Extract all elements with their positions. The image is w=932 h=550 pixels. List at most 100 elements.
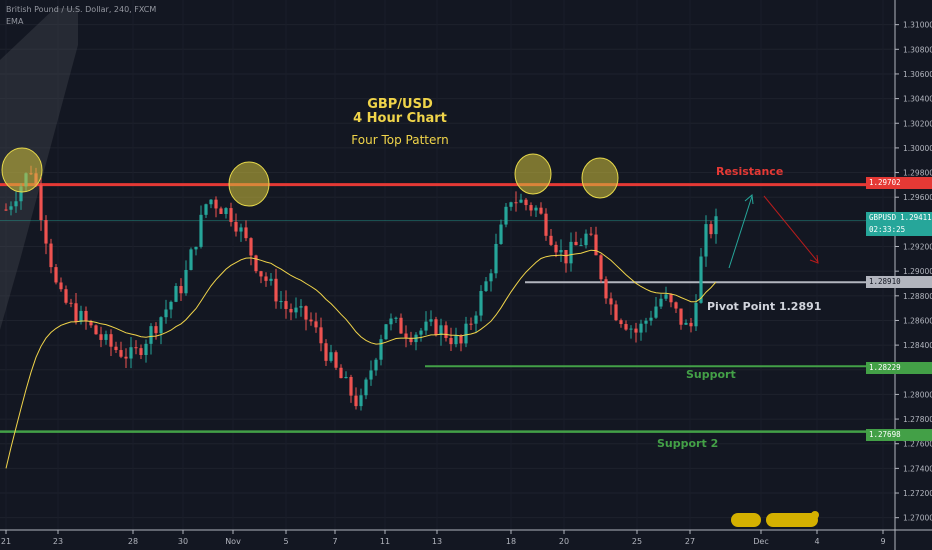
candle-body — [384, 324, 388, 340]
candle-body — [624, 324, 628, 330]
candle-body — [599, 255, 603, 280]
x-tick-label: 27 — [685, 537, 695, 546]
candle-body — [154, 326, 158, 334]
candle-body — [689, 322, 693, 327]
candle-body — [564, 249, 568, 264]
x-tick-label: 21 — [1, 537, 11, 546]
candle-body — [559, 249, 563, 253]
candle-body — [204, 204, 208, 215]
candle-body — [649, 317, 653, 321]
candle-body — [509, 202, 513, 207]
candle-body — [464, 323, 468, 344]
up-arrow-head — [744, 194, 754, 205]
candle-body — [549, 235, 553, 245]
candle-body — [424, 321, 428, 331]
candle-body — [314, 321, 318, 328]
x-tick-label: 5 — [283, 537, 288, 546]
candle-body — [569, 241, 573, 264]
candle-body — [714, 216, 718, 235]
candle-body — [284, 301, 288, 309]
candle-body — [299, 306, 303, 308]
indicator-label: EMA — [6, 17, 24, 26]
ema-line — [5, 249, 717, 469]
y-tick-label: 1.27000 — [903, 514, 932, 523]
candle-body — [659, 298, 663, 307]
candle-body — [709, 224, 713, 235]
support2-price-tag: 1.27698 — [866, 429, 932, 441]
candle-body — [94, 325, 98, 335]
last-price: 1.29411 — [900, 213, 932, 222]
candle-body — [234, 221, 238, 232]
candle-body — [614, 304, 618, 321]
y-tick-label: 1.29000 — [903, 267, 932, 276]
x-tick-label: 28 — [128, 537, 138, 546]
candle-body — [639, 323, 643, 333]
last-symbol: GBPUSD — [869, 213, 897, 222]
candle-body — [389, 318, 393, 325]
candle-body — [289, 308, 293, 313]
candle-body — [4, 209, 8, 211]
candle-body — [274, 278, 278, 302]
candle-body — [409, 337, 413, 343]
candle-body — [544, 213, 548, 236]
candle-body — [259, 271, 263, 277]
x-tick-label: 13 — [432, 537, 442, 546]
candle-body — [194, 246, 198, 250]
candle-body — [44, 220, 48, 244]
candle-body — [369, 370, 373, 380]
candle-body — [699, 256, 703, 303]
y-tick-label: 1.28000 — [903, 390, 932, 399]
y-tick-label: 1.27400 — [903, 464, 932, 473]
y-tick-label: 1.29600 — [903, 193, 932, 202]
candle-body — [159, 317, 163, 334]
candle-body — [629, 328, 633, 330]
candle-body — [349, 376, 353, 396]
candle-body — [359, 395, 363, 407]
x-tick-label: 18 — [506, 537, 516, 546]
candle-body — [429, 319, 433, 322]
candle-body — [684, 322, 688, 325]
candle-body — [254, 255, 258, 272]
candle-body — [114, 346, 118, 351]
candle-body — [609, 298, 613, 305]
candle-body — [224, 208, 228, 214]
candle-body — [139, 348, 143, 355]
y-tick-label: 1.31000 — [903, 21, 932, 30]
candle-body — [704, 224, 708, 257]
candle-body — [694, 302, 698, 327]
countdown-tag: 02:33:25 — [866, 224, 932, 236]
x-tick-label: 20 — [559, 537, 569, 546]
candle-body — [39, 185, 43, 221]
candle-body — [179, 286, 183, 294]
candle-body — [664, 294, 668, 299]
pivot-label: Pivot Point 1.2891 — [707, 300, 822, 313]
last-price-tag: GBPUSD 1.29411 — [866, 212, 932, 224]
chart-title-line2: 4 Hour Chart — [353, 111, 447, 126]
candle-body — [654, 306, 658, 318]
candle-body — [129, 347, 133, 359]
candle-body — [334, 352, 338, 368]
candle-body — [634, 328, 638, 333]
watermark-logo — [731, 511, 819, 527]
y-tick-label: 1.30600 — [903, 70, 932, 79]
y-tick-label: 1.29800 — [903, 169, 932, 178]
x-tick-label: 23 — [53, 537, 63, 546]
candle-body — [249, 238, 253, 256]
candle-body — [229, 208, 233, 222]
highlight-ellipse — [1, 147, 43, 193]
candle-body — [394, 317, 398, 319]
down-arrow — [763, 195, 819, 263]
candle-body — [329, 352, 333, 361]
candle-body — [479, 291, 483, 316]
candle-body — [89, 321, 93, 326]
candle-body — [529, 205, 533, 211]
candle-body — [174, 286, 178, 302]
x-tick-label: 7 — [332, 537, 337, 546]
candle-body — [304, 306, 308, 320]
candle-body — [319, 327, 323, 344]
candle-body — [339, 367, 343, 379]
candle-body — [644, 320, 648, 324]
candle-body — [499, 224, 503, 244]
candle-body — [14, 201, 18, 207]
